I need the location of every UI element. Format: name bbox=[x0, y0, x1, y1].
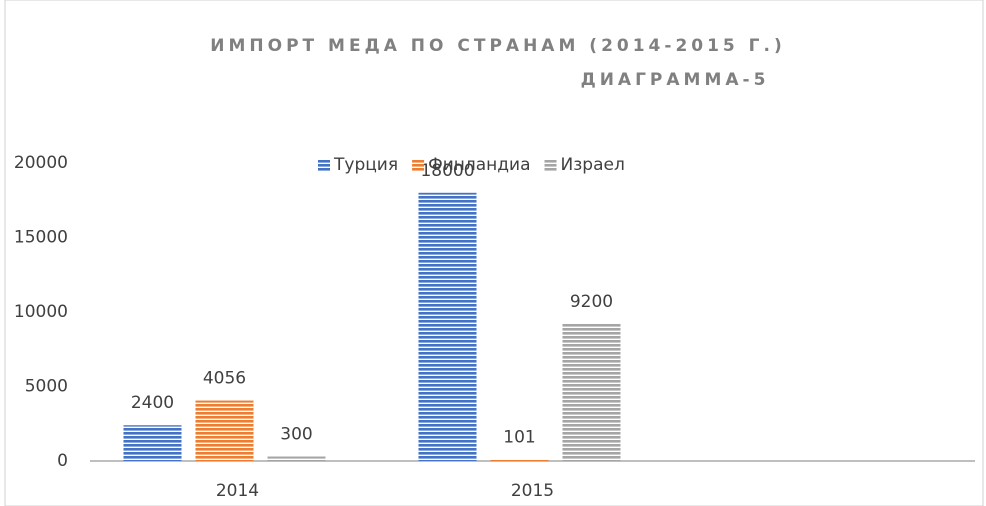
bar bbox=[267, 456, 326, 461]
data-label: 2400 bbox=[131, 393, 174, 413]
y-tick-label: 0 bbox=[57, 451, 68, 471]
data-label: 4056 bbox=[203, 369, 246, 389]
bar bbox=[562, 323, 621, 461]
chart-frame bbox=[4, 0, 984, 506]
bar bbox=[195, 400, 254, 461]
legend-swatch bbox=[412, 159, 425, 171]
chart-title: ИМПОРТ МЕДА ПО СТРАНАМ (2014-2015 Г.) bbox=[210, 36, 785, 56]
x-tick-label: 2014 bbox=[216, 481, 259, 501]
data-label: 300 bbox=[280, 425, 312, 445]
y-tick-label: 10000 bbox=[14, 302, 68, 322]
bar bbox=[490, 459, 549, 461]
y-tick-label: 5000 bbox=[25, 377, 68, 397]
legend-swatch bbox=[544, 159, 557, 171]
chart-subtitle: ДИАГРАММА-5 bbox=[581, 70, 770, 90]
legend-label: Финландиа bbox=[428, 155, 530, 175]
bar bbox=[123, 425, 182, 461]
legend-label: Израел bbox=[561, 155, 625, 175]
data-label: 18000 bbox=[420, 161, 474, 181]
x-tick-label: 2015 bbox=[511, 481, 554, 501]
bar bbox=[418, 192, 477, 462]
y-tick-label: 15000 bbox=[14, 228, 68, 248]
data-label: 9200 bbox=[570, 292, 613, 312]
data-label: 101 bbox=[503, 427, 535, 447]
y-tick-label: 20000 bbox=[14, 153, 68, 173]
legend-swatch bbox=[318, 159, 330, 171]
legend-label: Турция bbox=[333, 155, 398, 175]
